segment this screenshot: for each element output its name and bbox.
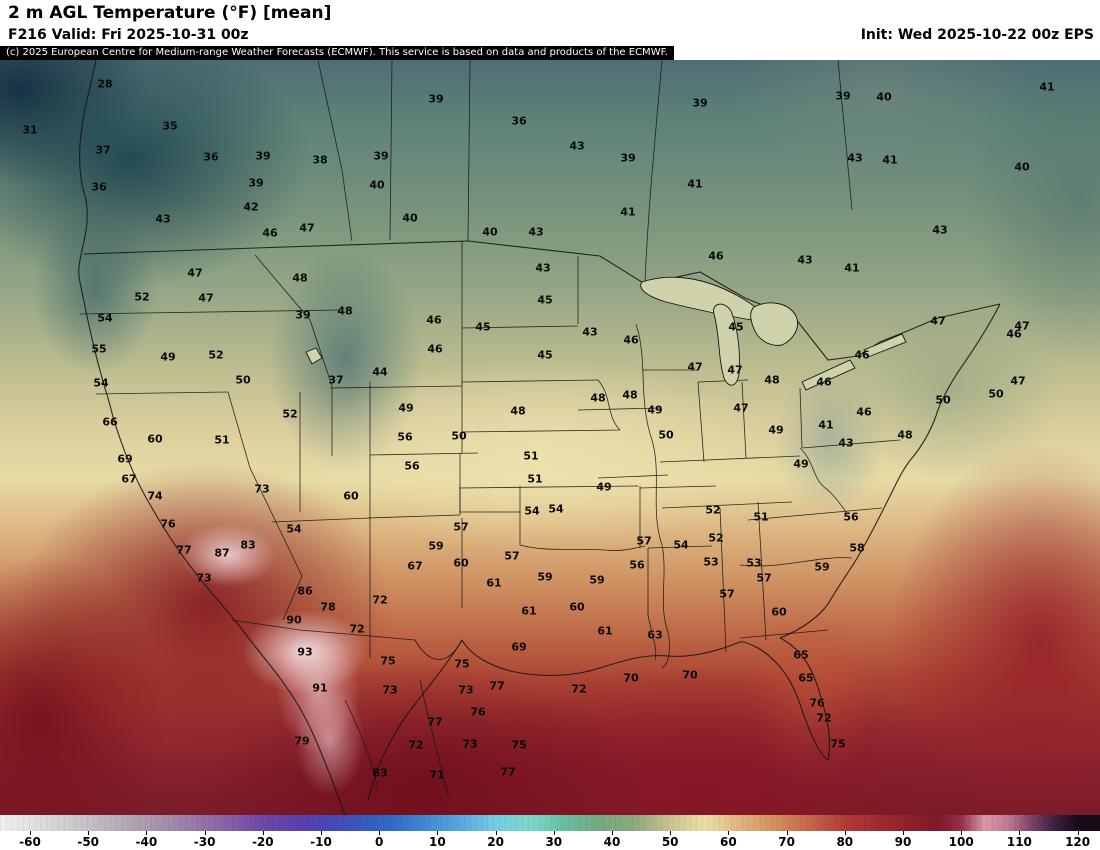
colorbar-tick-label: -20 <box>251 835 274 849</box>
colorbar-tick <box>321 831 322 835</box>
colorbar-tick-label: -40 <box>135 835 158 849</box>
colorbar-tick <box>146 831 148 835</box>
valid-time-label: F216 Valid: Fri 2025-10-31 00z <box>8 27 249 43</box>
colorbar-tick <box>670 831 672 835</box>
colorbar-tick-label: -50 <box>77 835 100 849</box>
temperature-map[interactable]: www.pivotalweather.com pivotalweather <box>0 60 1100 815</box>
colorbar-tick <box>204 831 206 835</box>
colorbar-tick-label: -30 <box>193 835 216 849</box>
colorbar-tick-label: 50 <box>661 835 679 849</box>
colorbar-tick <box>262 831 264 835</box>
colorbar-tick <box>495 831 497 835</box>
colorbar-tick <box>30 831 31 835</box>
colorbar-tick-label: -10 <box>310 835 332 849</box>
page-title: 2 m AGL Temperature (°F) [mean] <box>8 3 332 23</box>
temperature-field <box>0 60 1100 815</box>
colorbar-tick-label: 10 <box>429 835 446 849</box>
init-time-label: Init: Wed 2025-10-22 00z EPS <box>860 27 1094 43</box>
colorbar-tick-label: 60 <box>720 835 737 849</box>
colorbar-tick-label: 20 <box>487 835 504 849</box>
colorbar-tick <box>903 831 904 835</box>
colorbar-tick <box>844 831 846 835</box>
colorbar-tick <box>553 831 555 835</box>
colorbar-tick <box>379 831 381 835</box>
colorbar-tick-label: 90 <box>894 835 912 849</box>
colorbar-tick-label: 40 <box>603 835 621 849</box>
state-boundaries-overlay <box>78 60 1001 815</box>
colorbar-tick <box>961 831 963 835</box>
temperature-colorbar: -60 -50 -40 -30 -20 -10 0 10 20 30 40 50 60 70 80 90 100… <box>0 815 1100 850</box>
colorbar-tick-label: 120 <box>1065 835 1091 849</box>
copyright-bar: (c) 2025 European Centre for Medium-rang… <box>0 46 674 60</box>
colorbar-tick-label: 0 <box>375 835 384 849</box>
colorbar-tick-label: 110 <box>1006 835 1032 849</box>
colorbar-tick-label: 30 <box>545 835 563 849</box>
colorbar-tick <box>437 831 439 835</box>
colorbar-tick <box>88 831 90 835</box>
colorbar-tick <box>1077 831 1079 835</box>
colorbar-tick-label: 70 <box>778 835 795 849</box>
colorbar-tick-label: 80 <box>836 835 854 849</box>
colorbar-gradient <box>0 815 1100 831</box>
colorbar-tick <box>786 831 788 835</box>
colorbar-tick-label: 100 <box>948 835 974 849</box>
colorbar-tick-label: -60 <box>19 835 41 849</box>
colorbar-tick <box>1019 831 1021 835</box>
colorbar-tick <box>728 831 730 835</box>
colorbar-tick <box>612 831 613 835</box>
